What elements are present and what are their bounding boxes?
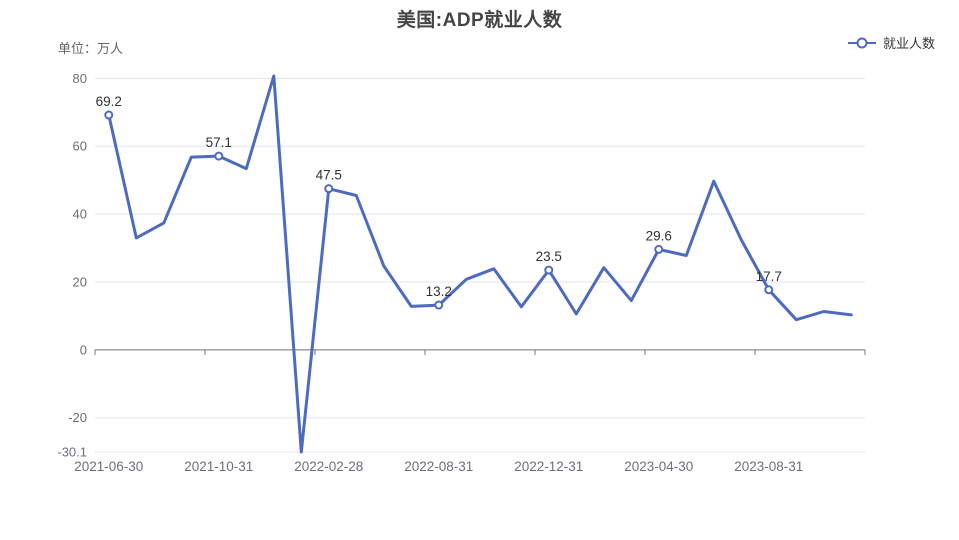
y-axis-label: 0 — [80, 342, 87, 357]
data-point-label: 13.2 — [426, 284, 452, 299]
x-axis-label: 2021-10-31 — [184, 459, 253, 474]
data-point-label: 69.2 — [96, 94, 122, 109]
data-point-label: 17.7 — [756, 269, 782, 284]
x-axis-label: 2022-08-31 — [404, 459, 473, 474]
x-axis-label: 2022-02-28 — [294, 459, 363, 474]
data-point-label: 29.6 — [646, 228, 672, 243]
x-axis-label: 2022-12-31 — [514, 459, 583, 474]
data-point-marker[interactable] — [214, 151, 224, 161]
y-axis-label: -20 — [68, 410, 87, 425]
y-axis-label: 60 — [73, 139, 87, 154]
x-axis-label: 2023-08-31 — [734, 459, 803, 474]
data-point-marker[interactable] — [324, 184, 334, 194]
x-axis-label: 2021-06-30 — [74, 459, 143, 474]
data-point-marker[interactable] — [764, 285, 774, 295]
data-point-marker[interactable] — [654, 244, 664, 254]
legend-line-icon — [847, 37, 876, 48]
y-axis-label: 40 — [73, 207, 87, 222]
legend-icon-circle — [856, 37, 868, 48]
y-axis-label: 20 — [73, 274, 87, 289]
data-point-marker[interactable] — [434, 300, 444, 310]
legend: 就业人数 — [847, 33, 935, 52]
y-axis-label: -30.1 — [57, 445, 87, 460]
legend-item-employment[interactable]: 就业人数 — [847, 33, 935, 52]
x-axis-label: 2023-04-30 — [624, 459, 693, 474]
chart-title: 美国:ADP就业人数 — [396, 10, 563, 31]
unit-label: 单位：万人 — [58, 41, 124, 56]
data-point-label: 23.5 — [536, 249, 562, 264]
data-point-marker[interactable] — [104, 110, 114, 120]
y-axis-label: 80 — [73, 71, 87, 86]
data-point-label: 57.1 — [206, 135, 232, 150]
legend-item-label: 就业人数 — [882, 36, 935, 51]
series-line — [107, 74, 853, 454]
data-point-label: 47.5 — [316, 168, 342, 183]
data-point-marker[interactable] — [544, 265, 554, 275]
